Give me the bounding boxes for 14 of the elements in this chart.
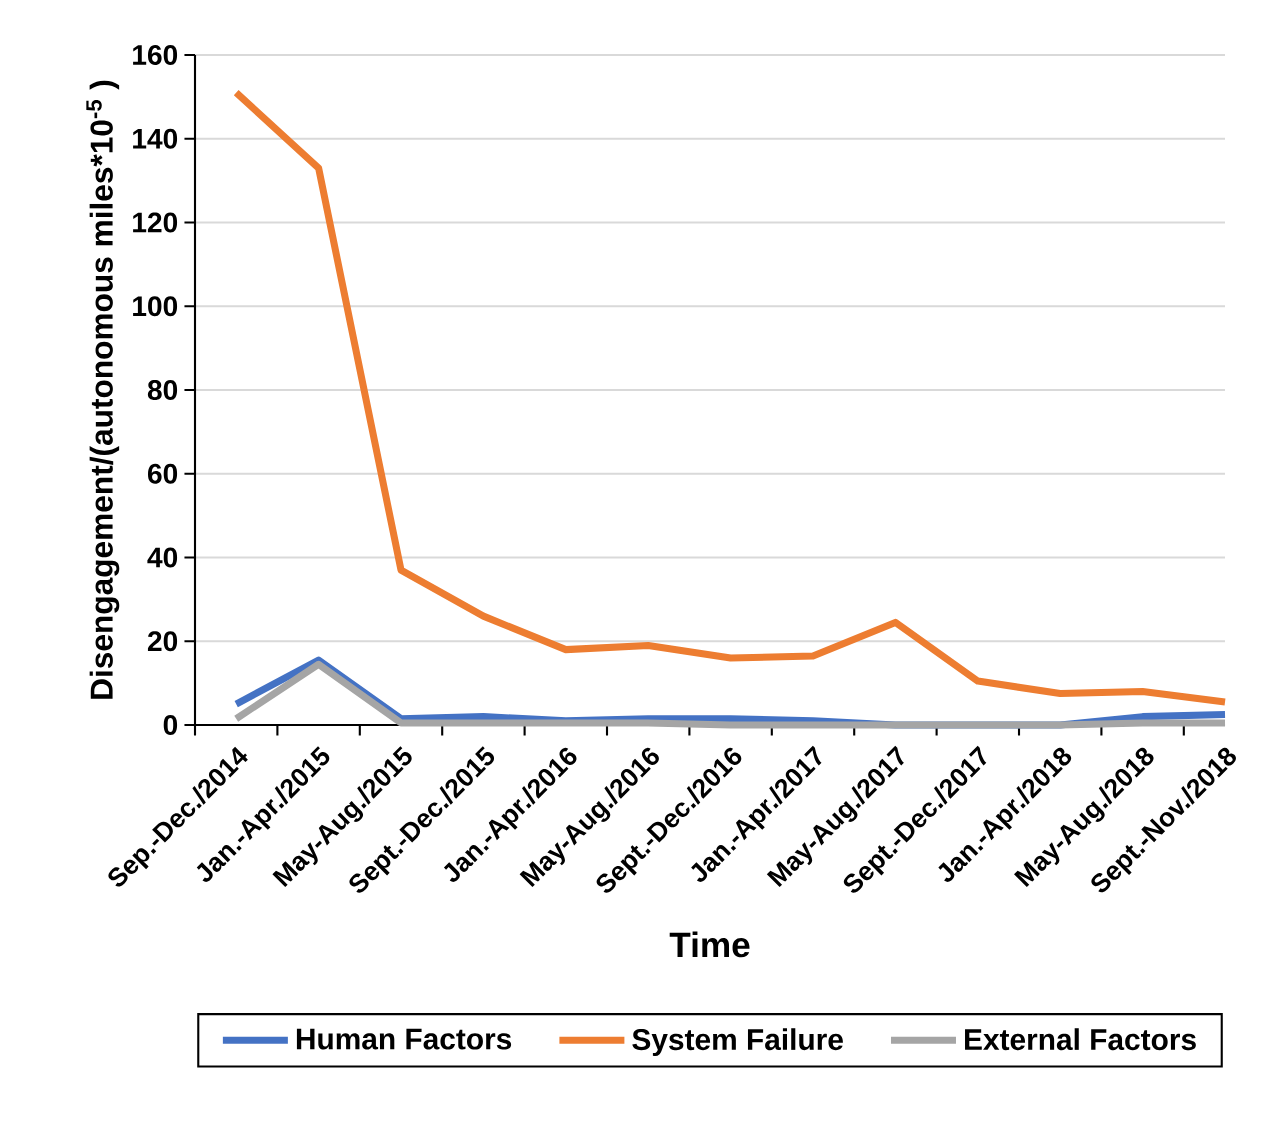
legend-label: Human Factors	[296, 1028, 512, 1050]
y-tick-label: 160	[133, 45, 178, 65]
y-tick-label: 20	[147, 631, 178, 652]
legend-label: External Factors	[965, 1028, 1196, 1051]
y-tick-label: 140	[133, 128, 178, 149]
y-tick-label: 60	[148, 463, 178, 484]
y-tick-label: 80	[147, 380, 178, 400]
y-tick-label: 0	[163, 715, 178, 735]
y-axis-title: Disengagement/(autonomous miles*10$^{-5}$ )	[86, 80, 120, 699]
y-tick-label: 120	[133, 212, 178, 233]
y-tick-label: 40	[147, 547, 178, 568]
x-axis-title: Time	[669, 931, 750, 958]
y-tick-label: 100	[133, 296, 178, 317]
legend-label: System Failure	[632, 1028, 843, 1057]
